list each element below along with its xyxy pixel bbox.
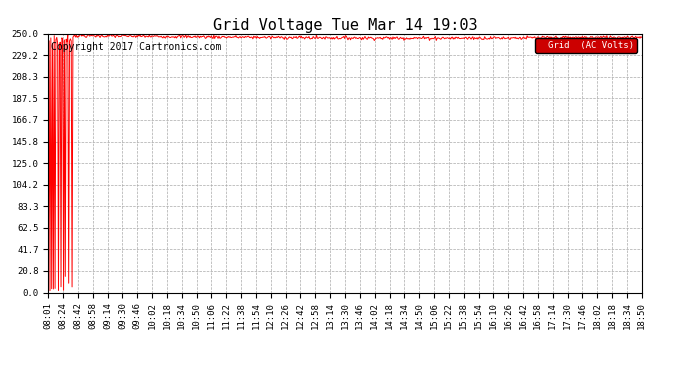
Legend: Grid  (AC Volts): Grid (AC Volts) — [535, 38, 637, 53]
Title: Grid Voltage Tue Mar 14 19:03: Grid Voltage Tue Mar 14 19:03 — [213, 18, 477, 33]
Text: Copyright 2017 Cartronics.com: Copyright 2017 Cartronics.com — [51, 42, 221, 51]
